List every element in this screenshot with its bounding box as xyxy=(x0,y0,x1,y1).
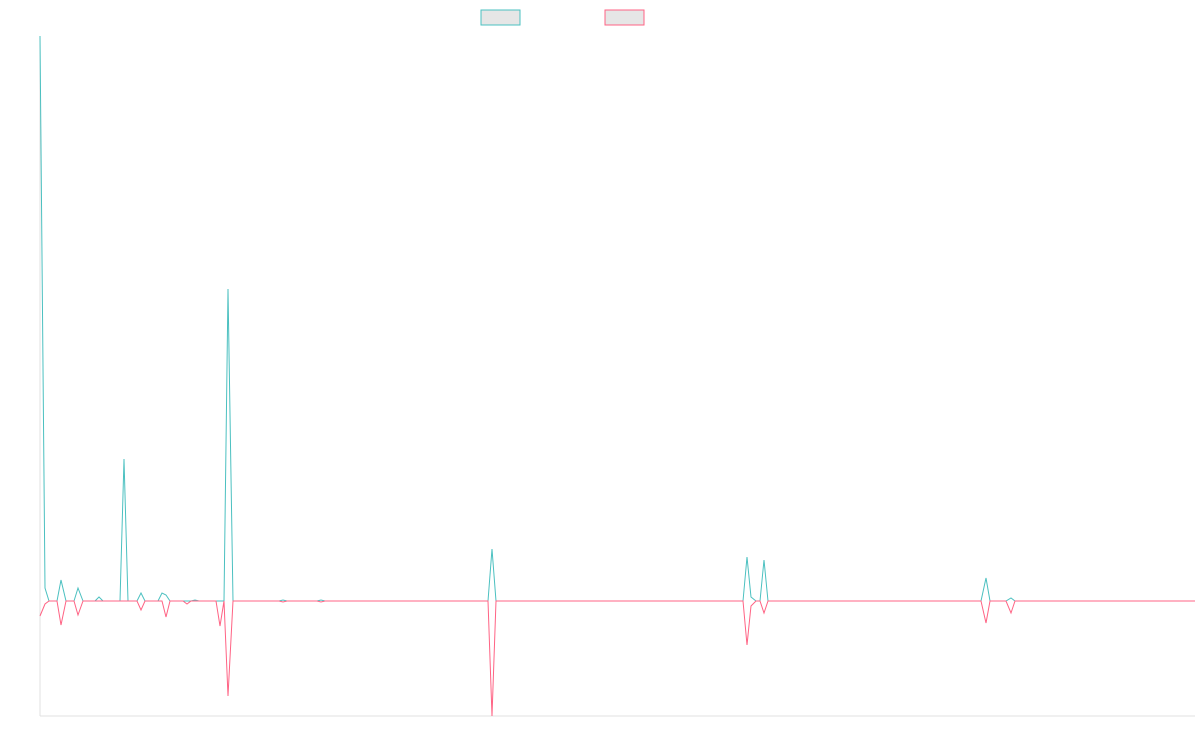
legend-swatch xyxy=(480,9,521,26)
legend xyxy=(480,9,645,26)
legend-swatch xyxy=(604,9,645,26)
series-line xyxy=(39,35,1195,602)
series-line xyxy=(39,600,1195,717)
